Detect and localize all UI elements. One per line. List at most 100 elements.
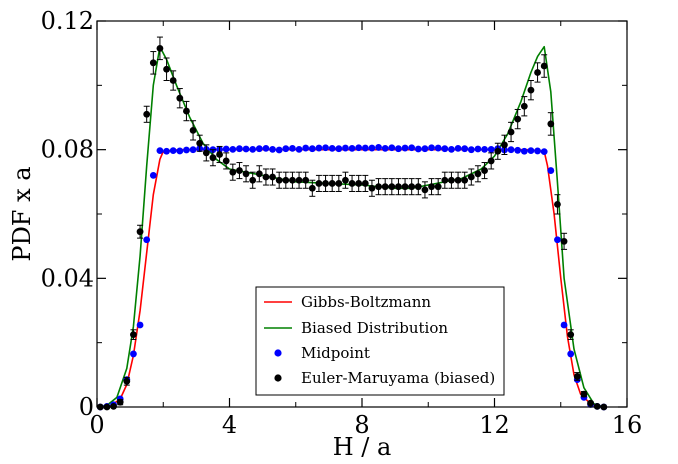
data-point-midpoint [441, 145, 449, 153]
data-point-midpoint [269, 145, 276, 153]
data-point-euler-maruyama-biased [202, 149, 210, 157]
plot-area [96, 36, 608, 411]
data-point-euler-maruyama-biased [368, 184, 376, 192]
legend-label-biased-distribution: Biased Distribution [301, 319, 448, 337]
y-tick-label: 0.08 [41, 136, 94, 164]
data-point-euler-maruyama-biased [335, 180, 343, 187]
data-point-euler-maruyama-biased [401, 183, 409, 191]
data-point-midpoint [448, 145, 455, 153]
data-point-euler-maruyama-biased [494, 147, 502, 155]
data-point-midpoint [130, 350, 137, 358]
data-point-midpoint [342, 144, 349, 152]
data-point-euler-maruyama-biased [295, 176, 303, 184]
data-point-euler-maruyama-biased [375, 183, 382, 191]
data-point-midpoint [567, 350, 575, 358]
data-point-euler-maruyama-biased [209, 154, 217, 162]
data-point-euler-maruyama-biased [381, 183, 389, 191]
data-point-euler-maruyama-biased [163, 65, 170, 73]
data-point-euler-maruyama-biased [149, 59, 157, 67]
data-point-midpoint [242, 145, 250, 153]
data-point-euler-maruyama-biased [216, 151, 223, 158]
data-point-euler-maruyama-biased [275, 176, 283, 184]
data-point-euler-maruyama-biased [593, 402, 601, 410]
series-line-biased-distribution [96, 45, 605, 408]
data-point-euler-maruyama-biased [448, 176, 455, 184]
data-point-midpoint [176, 147, 184, 155]
x-axis-label: H / a [333, 433, 392, 461]
data-point-euler-maruyama-biased [395, 183, 402, 191]
data-point-euler-maruyama-biased [189, 126, 197, 134]
data-point-midpoint [481, 145, 488, 153]
legend: Gibbs-Boltzmann Biased Distribution Midp… [255, 286, 505, 396]
x-tick-label: 12 [479, 411, 510, 439]
data-point-euler-maruyama-biased [110, 402, 117, 410]
data-point-euler-maruyama-biased [236, 167, 243, 174]
data-point-midpoint [229, 145, 237, 153]
data-point-euler-maruyama-biased [176, 94, 184, 102]
data-point-midpoint [514, 146, 522, 154]
data-point-euler-maruyama-biased [302, 176, 310, 184]
data-point-euler-maruyama-biased [487, 157, 495, 165]
data-point-euler-maruyama-biased [434, 183, 442, 191]
data-point-midpoint [474, 145, 482, 153]
data-point-midpoint [255, 145, 263, 153]
data-point-euler-maruyama-biased [328, 180, 336, 187]
data-point-midpoint [454, 144, 462, 152]
data-point-euler-maruyama-biased [289, 176, 296, 184]
data-point-euler-maruyama-biased [222, 157, 230, 165]
y-tick-label: 0.12 [41, 7, 94, 35]
data-point-euler-maruyama-biased [421, 186, 429, 194]
data-point-midpoint [295, 145, 303, 153]
data-point-euler-maruyama-biased [342, 176, 349, 184]
y-tick-label: 0.04 [41, 264, 94, 292]
data-point-midpoint [375, 144, 382, 151]
data-point-midpoint [189, 146, 197, 154]
data-point-midpoint [348, 144, 356, 152]
data-point-euler-maruyama-biased [560, 237, 568, 245]
data-point-midpoint [169, 147, 177, 155]
data-point-euler-maruyama-biased [540, 62, 548, 70]
data-point-midpoint [414, 145, 422, 153]
data-point-euler-maruyama-biased [322, 180, 329, 187]
data-point-midpoint [236, 145, 243, 153]
data-point-euler-maruyama-biased [481, 167, 488, 174]
data-point-euler-maruyama-biased [454, 176, 462, 184]
data-point-midpoint [156, 147, 164, 155]
legend-label-euler-maruyama: Euler-Maruyama (biased) [301, 369, 495, 387]
legend-swatch-midpoint [274, 349, 282, 357]
data-point-euler-maruyama-biased [355, 180, 363, 187]
data-point-midpoint [540, 148, 548, 155]
data-point-midpoint [136, 321, 144, 329]
y-axis-label: PDF x a [8, 166, 36, 261]
data-point-euler-maruyama-biased [183, 107, 190, 115]
data-point-euler-maruyama-biased [308, 184, 316, 192]
data-point-midpoint [534, 147, 541, 155]
data-point-midpoint [163, 147, 170, 155]
data-point-euler-maruyama-biased [249, 176, 257, 184]
data-point-midpoint [381, 144, 389, 152]
data-point-euler-maruyama-biased [156, 44, 164, 52]
data-point-euler-maruyama-biased [348, 180, 356, 187]
data-point-midpoint [428, 144, 435, 152]
legend-swatch-euler-maruyama [274, 374, 282, 382]
data-point-midpoint [487, 145, 495, 153]
data-point-euler-maruyama-biased [361, 180, 369, 187]
data-point-euler-maruyama-biased [507, 128, 515, 136]
x-tick-label: 16 [612, 411, 643, 439]
data-point-midpoint [560, 321, 568, 329]
data-point-midpoint [315, 144, 323, 152]
data-point-midpoint [183, 146, 190, 154]
data-point-midpoint [302, 144, 310, 152]
data-point-euler-maruyama-biased [514, 115, 522, 123]
legend-label-midpoint: Midpoint [301, 344, 370, 362]
series-line-gibbs-boltzmann [96, 148, 608, 408]
data-point-midpoint [520, 147, 528, 155]
data-point-euler-maruyama-biased [467, 173, 475, 181]
data-point-euler-maruyama-biased [169, 77, 177, 84]
data-point-euler-maruyama-biased [554, 200, 561, 208]
data-point-euler-maruyama-biased [315, 180, 323, 187]
data-point-midpoint [421, 145, 429, 153]
x-tick-label: 8 [354, 411, 369, 439]
data-point-midpoint [149, 172, 157, 179]
